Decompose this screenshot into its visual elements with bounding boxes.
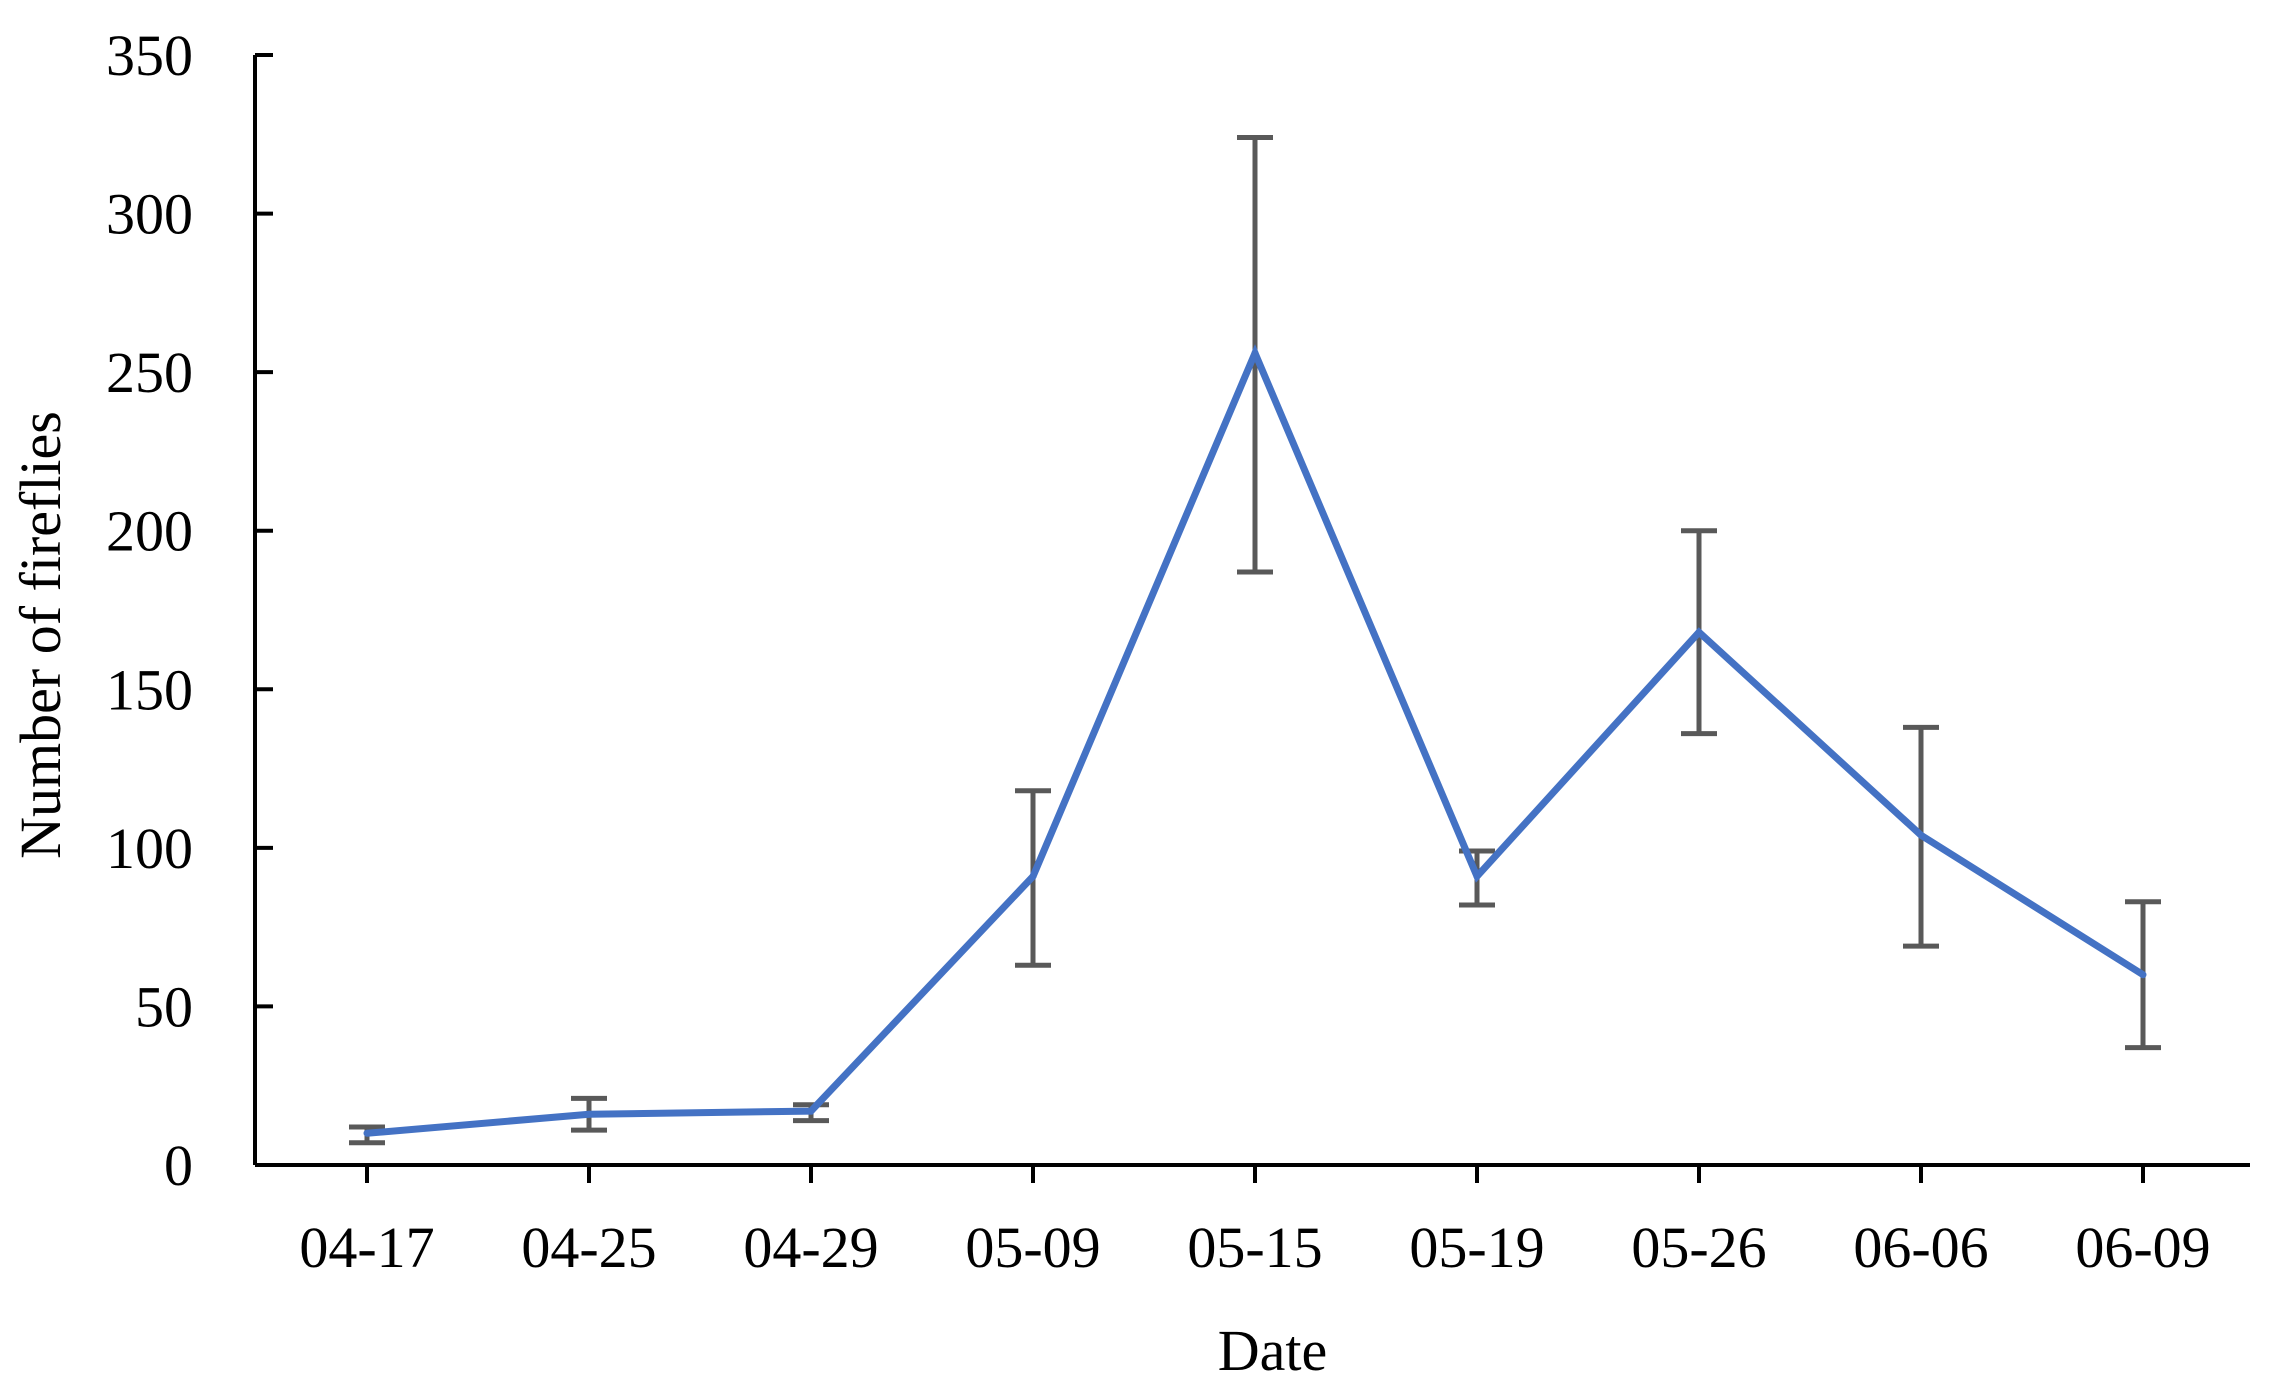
x-tick-label: 05-09 [965, 1215, 1100, 1280]
data-point [585, 1110, 593, 1118]
data-series [363, 344, 2147, 1137]
data-point [1029, 872, 1037, 880]
y-tick-label: 350 [106, 23, 193, 88]
x-tick-label: 06-06 [1853, 1215, 1988, 1280]
x-tick-label: 05-26 [1631, 1215, 1766, 1280]
x-tick-label: 06-09 [2075, 1215, 2210, 1280]
data-point [2139, 971, 2147, 979]
data-point [1473, 872, 1481, 880]
data-point [363, 1129, 371, 1137]
y-tick-label: 0 [164, 1133, 193, 1198]
data-point [1917, 831, 1925, 839]
error-bars [349, 134, 2161, 1146]
y-tick-label: 150 [106, 657, 193, 722]
x-tick-label: 04-17 [299, 1215, 434, 1280]
x-tick-label: 05-19 [1409, 1215, 1544, 1280]
tick-labels: 0 50 100 150 200 250 300 350 04-17 04-25 04-29 05-0… [106, 23, 2211, 1280]
y-tick-label: 300 [106, 182, 193, 247]
x-tick-label: 04-25 [521, 1215, 656, 1280]
data-point [1251, 349, 1259, 357]
axes [253, 53, 2250, 1183]
x-tick-label: 05-15 [1187, 1215, 1322, 1280]
data-point [807, 1107, 815, 1115]
data-point [1695, 628, 1703, 636]
y-tick-label: 100 [106, 816, 193, 881]
x-axis-title: Date [1218, 1318, 1328, 1383]
y-axis-title: Number of fireflies [8, 411, 73, 859]
x-tick-label: 04-29 [743, 1215, 878, 1280]
y-tick-label: 50 [135, 974, 193, 1039]
y-tick-label: 250 [106, 340, 193, 405]
y-tick-label: 200 [106, 499, 193, 564]
